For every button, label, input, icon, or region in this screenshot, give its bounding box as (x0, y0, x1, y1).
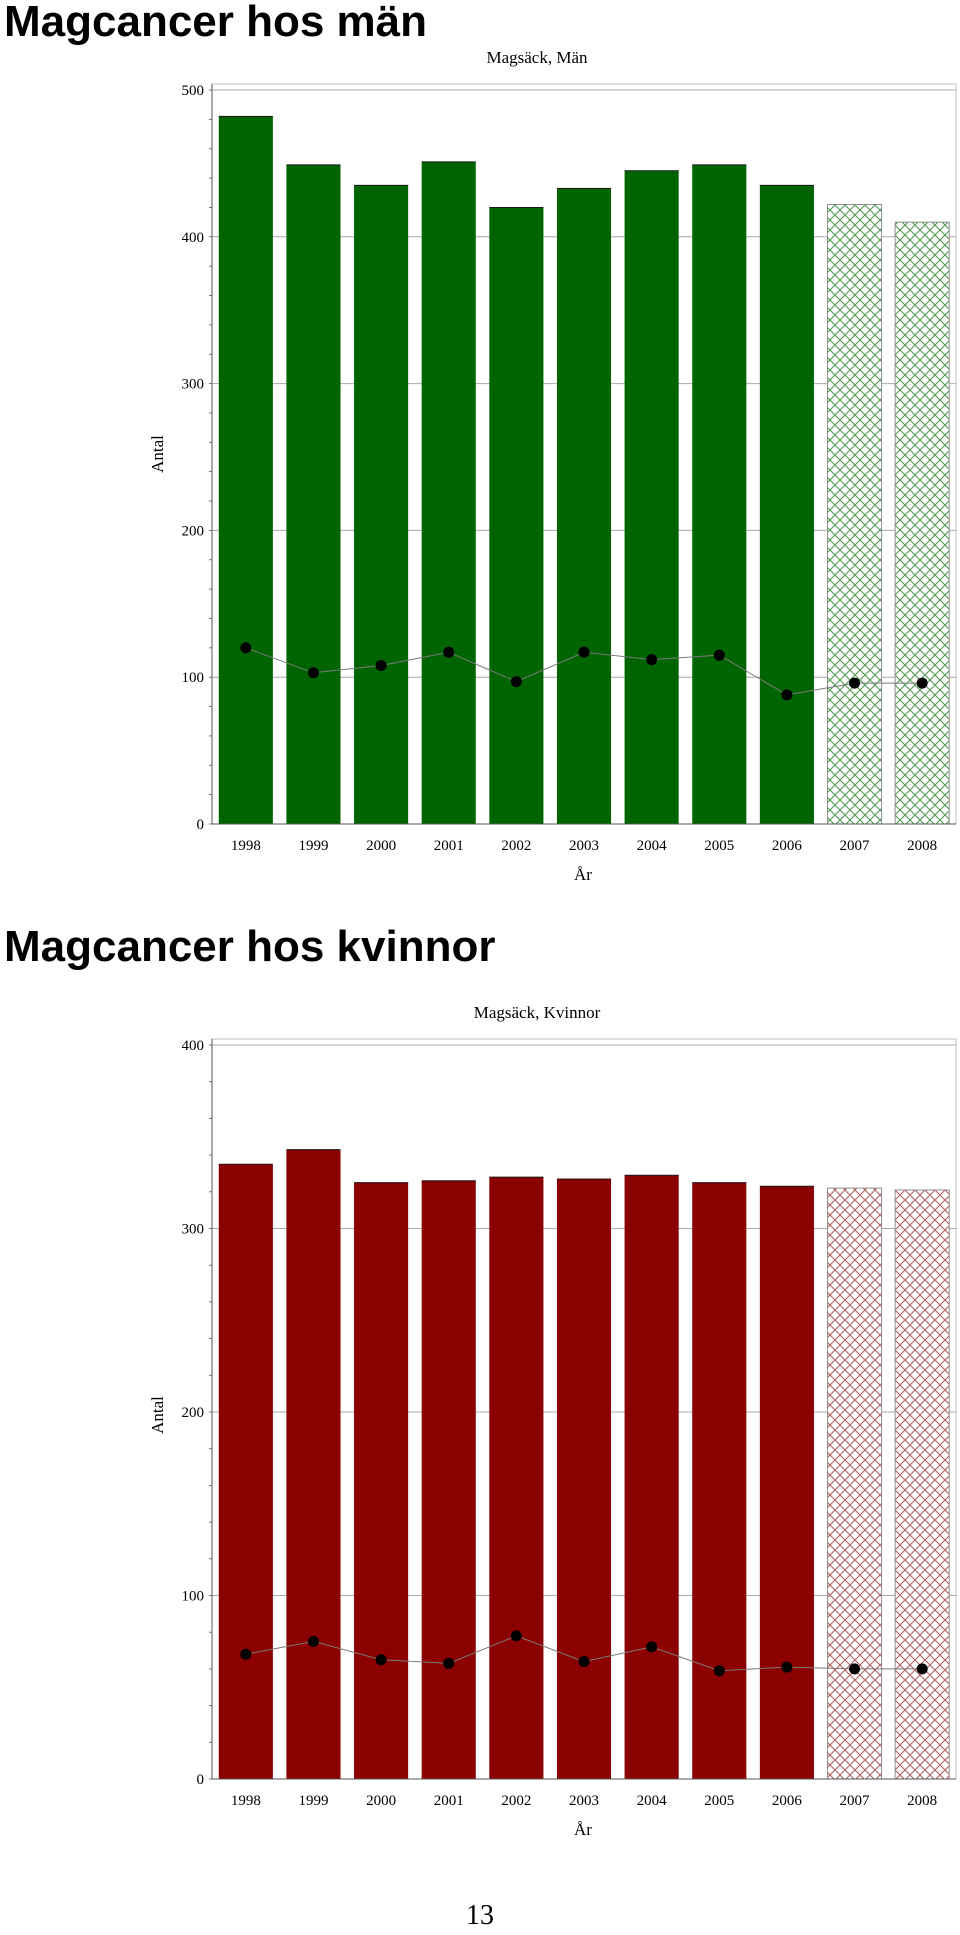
y-axis-label: Antal (148, 435, 167, 473)
bar-2002 (489, 207, 544, 824)
bar-2004 (624, 170, 679, 825)
bar-2001 (421, 161, 476, 824)
point-2006 (781, 1661, 793, 1673)
axes (209, 1038, 957, 1780)
x-tick-label-2003: 2003 (569, 1793, 599, 1809)
point-2005 (713, 1665, 725, 1677)
x-tick-label-1999: 1999 (298, 1793, 328, 1809)
x-tick-label-2002: 2002 (501, 838, 531, 854)
x-axis-label: År (574, 865, 592, 884)
bar-2007 (826, 1187, 883, 1780)
line-series (240, 642, 928, 701)
x-tick-labels: 1998 1999 2000 2001 2002 2003 2004 2005 2006 2007… (231, 838, 937, 854)
x-tick-label-2004: 2004 (637, 838, 668, 854)
y-tick-label: 400 (182, 1038, 205, 1054)
bar-2002 (489, 1177, 544, 1779)
x-tick-label-2008: 2008 (907, 838, 937, 854)
line-series (240, 1630, 928, 1677)
bar-1999 (286, 1149, 341, 1779)
bar-2005 (692, 1182, 747, 1779)
x-tick-label-2007: 2007 (840, 838, 871, 854)
chart-title: Magsäck, Kvinnor (474, 1003, 601, 1022)
point-2005 (713, 649, 725, 661)
chart-stomach-men: Magsäck, Män 1998 1999 2000 2001 2002 2003 200… (148, 48, 957, 884)
x-tick-label-2005: 2005 (704, 1793, 734, 1809)
bar-2003 (556, 1178, 612, 1779)
y-tick-labels: 0 100 200 300 400 (182, 1038, 205, 1788)
y-tick-label: 300 (182, 377, 205, 393)
x-tick-label-2006: 2006 (772, 1793, 803, 1809)
chart-stomach-women: Magsäck, Kvinnor 1998 1999 2000 2001 2002 200… (148, 1003, 957, 1839)
bar-2001 (421, 1180, 476, 1779)
point-2000 (375, 659, 387, 671)
point-2002 (510, 1630, 522, 1642)
axes (209, 83, 957, 825)
bar-2008 (894, 1189, 950, 1780)
y-axis-label: Antal (148, 1396, 167, 1434)
point-1999 (307, 1635, 319, 1647)
point-2003 (578, 646, 590, 658)
x-tick-label-2006: 2006 (772, 838, 803, 854)
point-2008 (916, 677, 928, 689)
page-number: 13 (466, 1900, 494, 1931)
point-2006 (781, 689, 793, 701)
point-2002 (510, 676, 522, 688)
y-tick-label: 500 (182, 83, 205, 99)
bar-2005 (692, 164, 747, 825)
y-tick-labels: 0 100 200 300 400 500 (182, 83, 205, 833)
x-tick-label-1998: 1998 (231, 1793, 261, 1809)
bar-2008 (894, 221, 950, 825)
point-2003 (578, 1656, 590, 1668)
x-tick-label-2007: 2007 (840, 1793, 871, 1809)
y-tick-label: 0 (197, 1772, 205, 1788)
point-2001 (443, 646, 455, 658)
x-tick-label-2004: 2004 (637, 1793, 668, 1809)
x-tick-label-2001: 2001 (434, 1793, 464, 1809)
point-2008 (916, 1663, 928, 1675)
point-1998 (240, 1648, 252, 1660)
x-tick-label-2002: 2002 (501, 1793, 531, 1809)
bar-1998 (218, 116, 273, 824)
heading-women: Magcancer hos kvinnor (4, 922, 496, 971)
bar-2006 (759, 185, 814, 825)
x-tick-labels: 1998 1999 2000 2001 2002 2003 2004 2005 2006 2007… (231, 1793, 937, 1809)
point-1999 (307, 667, 319, 679)
x-tick-label-1999: 1999 (298, 838, 328, 854)
bar-2004 (624, 1175, 679, 1779)
x-tick-label-2003: 2003 (569, 838, 599, 854)
y-tick-label: 0 (197, 817, 205, 833)
point-2001 (443, 1657, 455, 1669)
chart-title: Magsäck, Män (486, 48, 588, 67)
point-2007 (849, 1663, 861, 1675)
bar-2006 (759, 1186, 814, 1779)
point-1998 (240, 642, 252, 654)
bar-2007 (826, 204, 883, 825)
bar-2000 (354, 1182, 409, 1779)
y-tick-label: 200 (182, 1405, 205, 1421)
bar-1998 (218, 1164, 273, 1779)
bar-2000 (354, 185, 409, 825)
x-tick-label-2005: 2005 (704, 838, 734, 854)
point-2000 (375, 1654, 387, 1666)
bar-1999 (286, 164, 341, 825)
point-2007 (849, 677, 861, 689)
bar-2003 (556, 188, 612, 824)
y-tick-label: 200 (182, 523, 205, 539)
y-tick-label: 300 (182, 1222, 205, 1238)
y-tick-label: 100 (182, 670, 205, 686)
point-2004 (646, 654, 658, 666)
x-axis-label: År (574, 1820, 592, 1839)
point-2004 (646, 1641, 658, 1653)
x-tick-label-1998: 1998 (231, 838, 261, 854)
x-tick-label-2001: 2001 (434, 838, 464, 854)
y-tick-label: 400 (182, 230, 205, 246)
bars (218, 1149, 950, 1780)
bars (218, 115, 950, 825)
y-tick-label: 100 (182, 1589, 205, 1605)
x-tick-label-2008: 2008 (907, 1793, 937, 1809)
heading-men: Magcancer hos män (4, 0, 428, 46)
x-tick-label-2000: 2000 (366, 838, 396, 854)
x-tick-label-2000: 2000 (366, 1793, 396, 1809)
